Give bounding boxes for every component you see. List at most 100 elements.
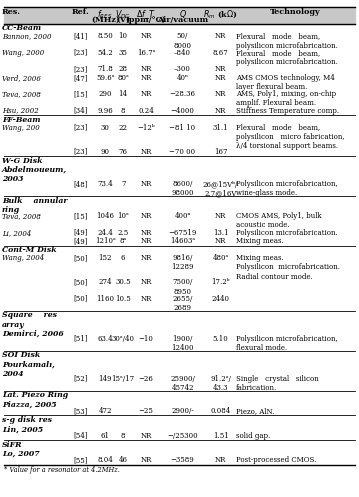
Text: NR: NR: [140, 278, 151, 286]
Text: 15ᵃ/17: 15ᵃ/17: [112, 375, 135, 383]
Text: 8: 8: [121, 432, 125, 440]
Text: Piezo, AlN.: Piezo, AlN.: [236, 407, 274, 415]
Text: 8ᵃ: 8ᵃ: [120, 238, 127, 246]
Text: Teva, 2008: Teva, 2008: [2, 212, 41, 220]
Text: NR: NR: [215, 456, 226, 464]
Text: 8600/
98000: 8600/ 98000: [171, 180, 194, 197]
Text: [23]: [23]: [74, 124, 88, 132]
Text: 290: 290: [98, 90, 112, 98]
Text: CC-Beam: CC-Beam: [2, 24, 42, 32]
Text: 7: 7: [121, 180, 125, 188]
Text: 17.2ᵇ: 17.2ᵇ: [211, 278, 230, 286]
Text: NR: NR: [140, 295, 151, 303]
Text: 30: 30: [101, 124, 109, 132]
Text: 14603ᵃ: 14603ᵃ: [170, 238, 195, 246]
Text: NR: NR: [215, 212, 226, 220]
Text: NR: NR: [215, 32, 226, 40]
Text: −70 00: −70 00: [169, 148, 196, 156]
Text: [23]: [23]: [74, 49, 88, 57]
Text: NR: NR: [215, 90, 226, 98]
Text: Flexural   mode   beam,
polysilicon microfabrication.: Flexural mode beam, polysilicon microfab…: [236, 32, 338, 50]
Text: NR: NR: [140, 229, 151, 237]
Text: AMS CMOS technology, M4
layer flexural beam.: AMS CMOS technology, M4 layer flexural b…: [236, 74, 335, 91]
Text: Li, 2004: Li, 2004: [2, 229, 31, 237]
Text: 149: 149: [98, 375, 112, 383]
Text: Wang, 2004: Wang, 2004: [2, 254, 44, 262]
Text: s-g disk res
Lin, 2005: s-g disk res Lin, 2005: [2, 416, 52, 433]
Text: Wang, 200: Wang, 200: [2, 124, 39, 132]
Text: [15]: [15]: [74, 90, 88, 98]
Text: 274: 274: [98, 278, 112, 286]
Text: −81 10: −81 10: [169, 124, 196, 132]
Text: Lat. Piezo Ring
Piazza, 2005: Lat. Piezo Ring Piazza, 2005: [2, 391, 68, 409]
Text: SOI Disk
Pourkamalı,
2004: SOI Disk Pourkamalı, 2004: [2, 351, 55, 378]
Text: Polysilicon microfabrication,
flexural mode.: Polysilicon microfabrication, flexural m…: [236, 335, 337, 352]
Text: −3589: −3589: [171, 456, 195, 464]
Text: Flexural   mode   beam,
polysilicon   micro fabrication,
λ/4 torsional support b: Flexural mode beam, polysilicon micro fa…: [236, 124, 345, 150]
Text: 10: 10: [118, 32, 128, 40]
Text: 61: 61: [101, 432, 110, 440]
Text: 1.51: 1.51: [213, 432, 228, 440]
Text: Post-processed CMOS.: Post-processed CMOS.: [236, 456, 316, 464]
Text: 2.5: 2.5: [117, 229, 129, 237]
Text: −25: −25: [139, 407, 153, 415]
Text: 167: 167: [214, 148, 227, 156]
Text: 14: 14: [118, 90, 128, 98]
Text: CMOS AMS, Poly1, bulk
acoustic mode.: CMOS AMS, Poly1, bulk acoustic mode.: [236, 212, 321, 230]
Text: (V): (V): [116, 15, 130, 24]
Text: [49]: [49]: [74, 238, 88, 246]
Text: [34]: [34]: [74, 107, 88, 115]
Text: 30.5: 30.5: [115, 278, 131, 286]
Text: W-G Disk
Abdelmoueum,
2003: W-G Disk Abdelmoueum, 2003: [2, 157, 67, 183]
Text: 8.04: 8.04: [97, 456, 113, 464]
Text: 50/
8000: 50/ 8000: [173, 32, 192, 50]
Text: −4000: −4000: [171, 107, 195, 115]
Text: 10.5: 10.5: [115, 295, 131, 303]
Text: 54.2: 54.2: [97, 49, 113, 57]
Text: Bannon, 2000: Bannon, 2000: [2, 32, 51, 40]
Text: [50]: [50]: [74, 254, 88, 262]
Text: NR: NR: [215, 238, 226, 246]
Text: Square    res
array
Demirci, 2006: Square res array Demirci, 2006: [2, 311, 64, 338]
Text: NR: NR: [140, 180, 151, 188]
Text: NR: NR: [140, 432, 151, 440]
Text: Technology: Technology: [270, 8, 321, 16]
Text: NR: NR: [140, 254, 151, 262]
Text: −/25300: −/25300: [167, 432, 198, 440]
Text: 7500/
8950: 7500/ 8950: [172, 278, 193, 296]
Text: –300: –300: [174, 65, 191, 73]
Text: 40ⁿ: 40ⁿ: [177, 74, 188, 82]
Text: 2655/
2689: 2655/ 2689: [172, 295, 193, 312]
Text: $f_{RES}$: $f_{RES}$: [97, 8, 113, 21]
Text: NR: NR: [215, 107, 226, 115]
Text: Res.: Res.: [2, 8, 21, 16]
Text: 8.67: 8.67: [213, 49, 228, 57]
Text: [54]: [54]: [74, 432, 88, 440]
Text: 8: 8: [121, 107, 125, 115]
Text: 22: 22: [118, 124, 128, 132]
Text: [23]: [23]: [74, 65, 88, 73]
Text: 35: 35: [119, 49, 127, 57]
Text: Polysilicon microfabrication,
wine-glass mode.: Polysilicon microfabrication, wine-glass…: [236, 180, 337, 197]
Text: 152: 152: [98, 254, 112, 262]
Text: Air/vacuum: Air/vacuum: [157, 15, 208, 24]
Text: $V_{DC}$: $V_{DC}$: [115, 8, 131, 21]
Text: 24.4: 24.4: [97, 229, 113, 237]
Text: 76: 76: [118, 148, 128, 156]
Text: 73.4: 73.4: [97, 180, 113, 188]
Text: 6: 6: [121, 254, 125, 262]
Text: Wang, 2000: Wang, 2000: [2, 49, 44, 57]
Text: NR: NR: [140, 148, 151, 156]
Text: [15]: [15]: [74, 212, 88, 220]
Text: –840: –840: [174, 49, 191, 57]
Text: AMS, Poly1, mixing, on-chip
amplif. Flexural beam.: AMS, Poly1, mixing, on-chip amplif. Flex…: [236, 90, 336, 107]
Text: −10: −10: [139, 335, 153, 343]
Text: NR: NR: [215, 74, 226, 82]
Text: 1900/
12400: 1900/ 12400: [171, 335, 194, 352]
Text: [49]: [49]: [74, 229, 88, 237]
Text: Hsu, 2002: Hsu, 2002: [2, 107, 38, 115]
Text: $R_m$ (k$\Omega$): $R_m$ (k$\Omega$): [203, 8, 238, 20]
Text: (MHz): (MHz): [91, 15, 120, 24]
Text: NR: NR: [140, 74, 151, 82]
Text: NR: NR: [140, 65, 151, 73]
